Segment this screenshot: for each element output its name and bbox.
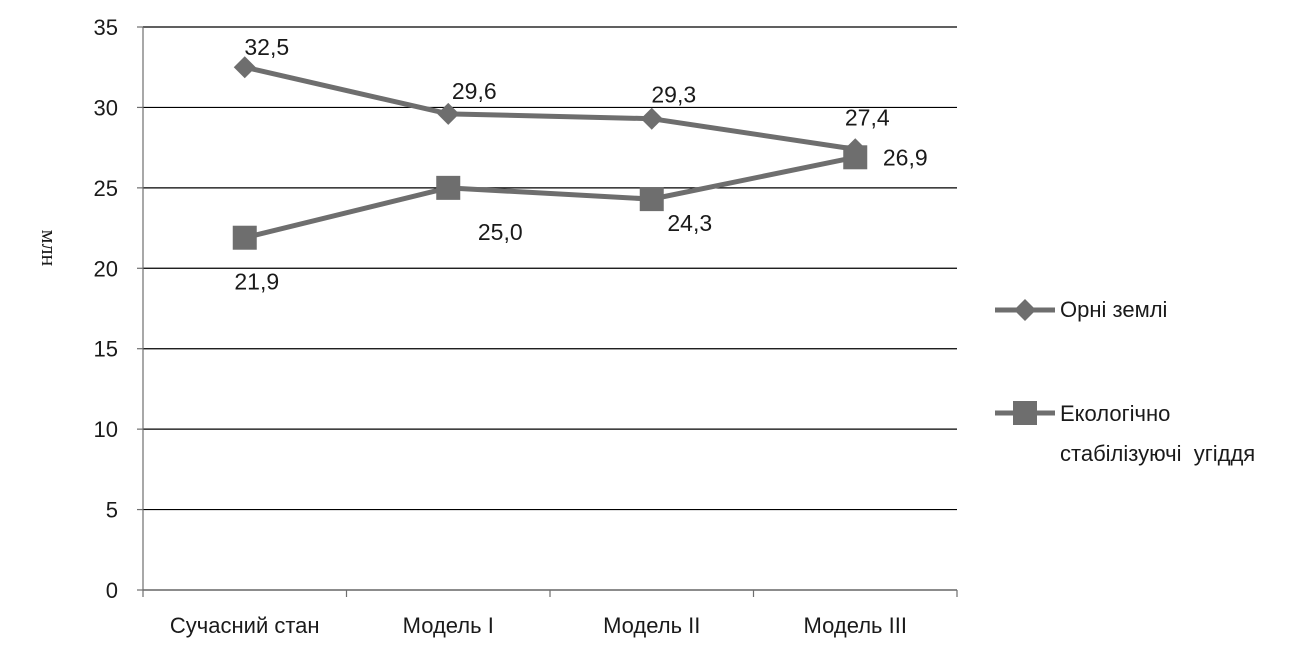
legend-label: Екологічно [1060,401,1170,426]
data-label: 25,0 [478,219,523,245]
data-label: 29,3 [651,82,696,108]
y-tick-label: 20 [94,256,118,281]
square-marker [436,175,461,200]
x-tick-label: Модель I [403,613,494,638]
data-label: 27,4 [845,104,890,130]
y-tick-label: 5 [106,498,118,523]
square-marker [232,225,257,250]
diamond-marker [437,102,460,125]
diamond-marker [1014,299,1036,321]
x-tick-label: Модель III [804,613,907,638]
x-tick-label: Модель II [603,613,700,638]
series [232,56,868,250]
diamond-marker [640,107,663,130]
legend: Орні землі Екологічно стабілізуючі угіддя [995,297,1255,466]
y-tick-label: 30 [94,95,118,120]
data-label: 29,6 [452,78,497,104]
square-marker [843,145,868,170]
legend-label: Орні землі [1060,297,1167,322]
y-tick-label: 10 [94,417,118,442]
square-marker [1013,401,1037,425]
legend-label: стабілізуючі угіддя [1060,441,1255,466]
square-marker [639,187,664,212]
y-tick-label: 0 [106,578,118,603]
series-line [244,154,856,241]
gridlines [143,26,957,591]
y-tick-label: 15 [94,337,118,362]
data-label: 32,5 [244,34,289,60]
data-labels: 32,5 29,6 29,3 27,4 21,9 25,0 24,3 26,9 [234,34,927,295]
y-axis-label: млн [37,230,62,267]
y-tick-label: 35 [94,15,118,40]
x-tick-label: Сучасний стан [170,613,320,638]
diamond-marker [233,56,256,79]
data-label: 26,9 [883,144,928,170]
axes: 0 5 10 15 20 25 30 35 Сучасний стан Модель I Модел… [94,15,958,638]
y-tick-label: 25 [94,176,118,201]
series-line [244,64,856,152]
data-label: 21,9 [234,269,279,295]
data-label: 24,3 [667,210,712,236]
